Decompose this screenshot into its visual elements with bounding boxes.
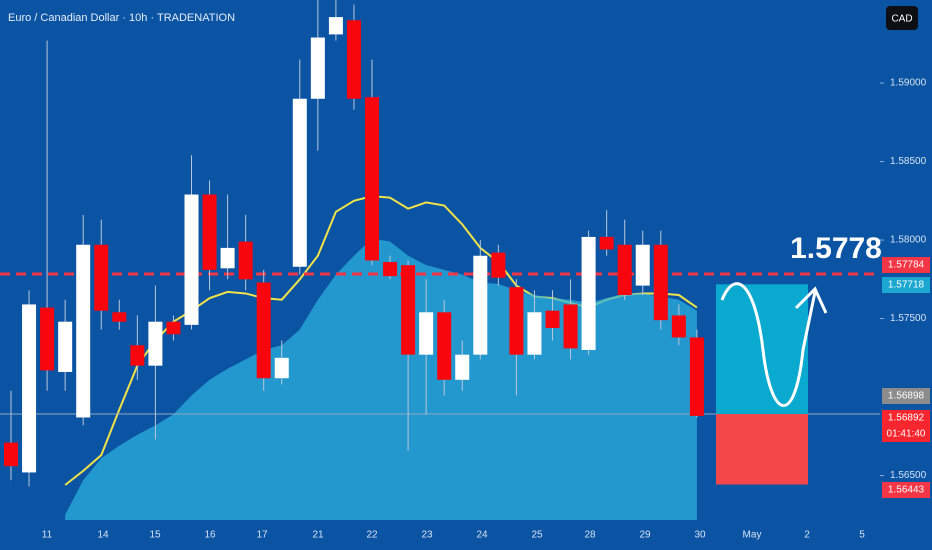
x-tick-label: 25	[531, 530, 543, 541]
x-tick-label: 14	[97, 530, 109, 541]
x-tick-label: 24	[476, 530, 488, 541]
forecast-curve	[720, 282, 817, 407]
candle-body	[473, 255, 488, 355]
axes: 1.59000 1.58500 1.58000 1.57500 1.56500 11 14 1…	[42, 78, 927, 541]
y-tick-label: 1.57500	[890, 313, 927, 324]
candle-body	[671, 315, 686, 338]
x-tick-label: 11	[42, 530, 53, 541]
candle-body	[689, 337, 704, 416]
candle-body	[130, 345, 145, 366]
x-tick-label: 28	[584, 530, 596, 541]
candle-body	[202, 194, 217, 270]
candle-body	[545, 310, 560, 328]
candle-body	[148, 321, 163, 366]
price-tag	[882, 257, 930, 273]
candle-body	[365, 97, 379, 261]
stop-zone	[716, 414, 808, 485]
x-tick-label: 17	[256, 530, 268, 541]
candle-body	[563, 304, 578, 349]
candle-body	[346, 20, 361, 99]
candle-body	[599, 236, 614, 250]
candle-body	[419, 312, 434, 355]
price-tag	[882, 482, 930, 498]
x-tick-label: 29	[639, 530, 651, 541]
candle-body	[238, 241, 253, 280]
price-tag-label: 1.57784	[888, 260, 925, 271]
candle-body	[112, 312, 127, 322]
candle-body	[76, 244, 91, 418]
candle-body	[166, 321, 181, 335]
candle-body	[455, 354, 470, 380]
price-tag-label: 1.56443	[888, 485, 925, 496]
price-tag	[882, 388, 930, 404]
y-tick-label: 1.56500	[890, 470, 927, 481]
candle-body	[491, 252, 506, 278]
price-tag-label: 1.56898	[888, 391, 925, 402]
currency-button[interactable]: CAD	[891, 14, 912, 25]
price-tag-label: 1.57718	[888, 280, 925, 291]
candle-body	[581, 236, 596, 350]
x-tick-label: 5	[859, 530, 865, 541]
x-tick-label: 30	[694, 530, 706, 541]
x-tick-label: 2	[804, 530, 810, 541]
candle-body	[220, 247, 235, 269]
x-tick-label: 23	[421, 530, 433, 541]
currency-button-bg[interactable]	[886, 6, 918, 30]
candle-body	[274, 357, 289, 379]
candle-body	[256, 282, 271, 379]
candle-body	[58, 321, 73, 372]
area	[65, 238, 697, 520]
candle-body	[527, 312, 542, 355]
y-tick-label: 1.58000	[890, 235, 927, 246]
price-tag	[882, 277, 930, 293]
countdown: 01:41:40	[887, 429, 926, 440]
forecast-arrowhead	[794, 286, 828, 314]
x-tick-label: May	[743, 530, 762, 541]
y-tick-label: 1.58500	[890, 156, 927, 167]
x-tick-label: 22	[366, 530, 378, 541]
y-tick-label: 1.59000	[890, 78, 927, 89]
candle-body	[94, 244, 109, 311]
chart-title: Euro / Canadian Dollar · 10h · TRADENATI…	[8, 12, 235, 24]
candle-body	[617, 244, 632, 296]
candle-body	[401, 265, 416, 355]
candle-body	[4, 442, 18, 467]
candle-body	[437, 312, 452, 380]
x-tick-label: 16	[204, 530, 216, 541]
candle-body	[383, 262, 398, 277]
candle-body	[40, 307, 55, 371]
candle-body	[509, 287, 524, 355]
candle-body	[22, 304, 37, 473]
candle-body	[292, 98, 307, 267]
plot-area	[0, 0, 880, 520]
x-tick-label: 21	[312, 530, 324, 541]
x-tick-label: 15	[149, 530, 161, 541]
candle-body	[328, 17, 343, 35]
annotation: 1.5778	[790, 232, 882, 265]
price-tag	[882, 410, 930, 442]
candle-body	[635, 244, 650, 286]
candle-body	[184, 194, 199, 325]
candle-body	[653, 244, 668, 321]
price-tag-label: 1.56892	[888, 413, 925, 424]
candle-body	[310, 37, 325, 99]
